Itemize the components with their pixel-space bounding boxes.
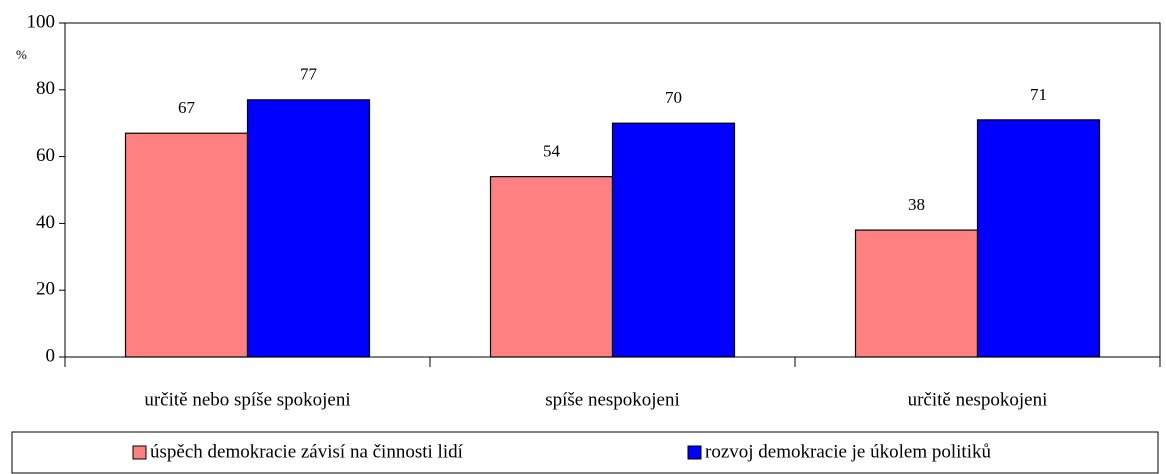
data-label: 54 (543, 142, 561, 161)
x-tick-label: spíše nespokojeni (545, 389, 680, 410)
y-tick-label: 0 (46, 345, 56, 366)
bar (124, 132, 249, 358)
bar (489, 176, 614, 358)
data-label: 77 (300, 65, 318, 84)
legend-box (11, 431, 1159, 474)
y-tick-label: 20 (36, 279, 55, 300)
y-tick-label: 60 (36, 145, 55, 166)
y-tick-label: 100 (27, 11, 56, 32)
x-tick-label: určitě nebo spíše spokojeni (144, 389, 350, 410)
legend-marker (687, 445, 702, 460)
y-axis-label: % (16, 47, 27, 62)
legend-label: rozvoj demokracie je úkolem politiků (705, 441, 991, 462)
bar (246, 99, 371, 358)
data-label: 67 (178, 98, 196, 117)
data-label: 70 (665, 88, 682, 107)
legend-label: úspěch demokracie závisí na činnosti lid… (150, 441, 464, 462)
legend-marker (132, 445, 147, 460)
y-tick-label: 80 (36, 78, 55, 99)
bar (611, 122, 736, 358)
bar (854, 229, 979, 358)
bar (976, 119, 1101, 358)
x-tick-label: určitě nespokojeni (908, 389, 1048, 410)
y-tick-label: 40 (36, 212, 55, 233)
data-label: 71 (1030, 85, 1047, 104)
data-label: 38 (908, 195, 925, 214)
